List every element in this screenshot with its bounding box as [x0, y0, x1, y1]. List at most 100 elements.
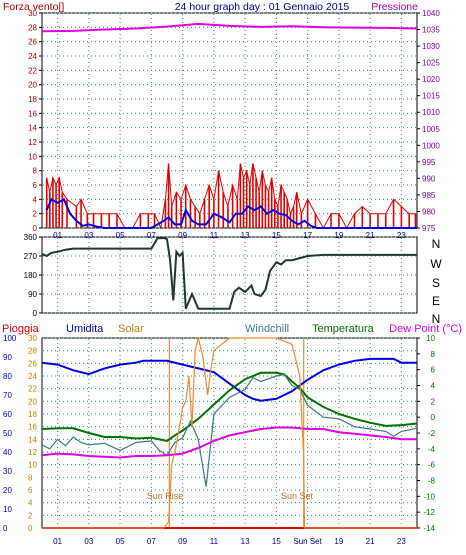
x-tick-panel3: 23: [397, 537, 406, 546]
y-tick-dewpoint: 6: [431, 366, 436, 375]
x-tick-panel1: 03: [84, 231, 93, 240]
y-tick-dewpoint: -8: [428, 477, 436, 486]
y-tick-wind: 6: [33, 181, 38, 190]
y-tick-wind: 0: [33, 224, 38, 233]
y-tick-dewpoint: 8: [431, 350, 436, 359]
y-tick-wind: 14: [28, 124, 37, 133]
y-tick-humidity: 70: [3, 391, 12, 400]
y-tick-rain: 6: [28, 486, 33, 495]
y-tick-pressure: 985: [422, 191, 436, 200]
x-tick-panel1: 09: [178, 231, 187, 240]
y-tick-humidity: 0: [3, 524, 8, 533]
y-tick-rain: 22: [28, 385, 37, 394]
x-tick-panel3: 03: [84, 537, 93, 546]
axes: 0246810121416182022242628309759809859909…: [3, 9, 440, 546]
y-tick-direction: 180: [24, 271, 38, 280]
y-tick-rain: 8: [28, 473, 33, 482]
sunrise-label: Sun Rise: [147, 491, 184, 501]
y-tick-pressure: 1030: [422, 42, 440, 51]
x-tick-panel3: 09: [178, 537, 187, 546]
y-tick-pressure: 980: [422, 207, 436, 216]
pressure-title: Pressione: [371, 1, 418, 13]
compass-w: W: [430, 257, 442, 271]
y-tick-pressure: 1025: [422, 59, 440, 68]
x-tick-panel3: 21: [366, 537, 375, 546]
y-tick-pressure: 1005: [422, 125, 440, 134]
pressure-line: [41, 22, 418, 33]
series: [41, 22, 418, 529]
x-tick-panel1: 17: [303, 231, 312, 240]
y-tick-dewpoint: 0: [431, 413, 436, 422]
y-tick-pressure: 1035: [422, 26, 440, 35]
x-tick-panel3: 01: [53, 537, 62, 546]
y-tick-humidity: 30: [3, 467, 12, 476]
legend-dewpoint: Dew Point (°C): [389, 323, 462, 335]
y-tick-pressure: 1020: [422, 75, 440, 84]
y-tick-pressure: 995: [422, 158, 436, 167]
y-tick-pressure: 1010: [422, 108, 440, 117]
y-tick-dewpoint: -10: [423, 492, 435, 501]
x-tick-panel3: 15: [272, 537, 281, 546]
x-tick-panel3: Sun Set: [293, 537, 322, 546]
y-tick-dewpoint: -2: [428, 429, 436, 438]
temperatura-line: [41, 371, 418, 442]
panel-temperature: [41, 337, 418, 529]
chart-date-title: 24 hour graph day : 01 Gennaio 2015: [175, 1, 350, 13]
x-tick-panel1: 19: [334, 231, 343, 240]
y-tick-humidity: 60: [3, 410, 12, 419]
y-tick-rain: 4: [28, 499, 33, 508]
y-tick-humidity: 100: [3, 334, 17, 343]
y-tick-wind: 26: [28, 38, 37, 47]
y-tick-rain: 10: [28, 461, 37, 470]
x-tick-panel1: 23: [397, 231, 406, 240]
legend-windchill: Windchill: [245, 323, 289, 335]
wind-title: Forza vento[]: [3, 1, 64, 13]
x-tick-panel1: 15: [272, 231, 281, 240]
y-tick-rain: 14: [28, 435, 37, 444]
umidita-line: [41, 357, 417, 402]
y-tick-rain: 2: [28, 511, 33, 520]
y-tick-dewpoint: -12: [423, 508, 435, 517]
y-tick-pressure: 1000: [422, 141, 440, 150]
y-tick-wind: 10: [28, 152, 37, 161]
y-tick-dewpoint: 4: [431, 382, 436, 391]
legend-temperatura: Temperatura: [312, 323, 375, 335]
y-tick-rain: 16: [28, 423, 37, 432]
y-tick-humidity: 50: [3, 429, 12, 438]
wind-direction-line: [41, 237, 417, 310]
y-tick-humidity: 40: [3, 448, 12, 457]
y-tick-dewpoint: -14: [423, 524, 435, 533]
y-tick-rain: 20: [28, 397, 37, 406]
y-tick-pressure: 990: [422, 174, 436, 183]
y-tick-wind: 24: [28, 52, 37, 61]
x-tick-panel3: 05: [116, 537, 125, 546]
panel-wind-pressure: [41, 12, 418, 229]
compass-n-bottom: N: [432, 312, 441, 326]
y-tick-dewpoint: 2: [431, 397, 436, 406]
legend-solar: Solar: [118, 323, 144, 335]
y-tick-pressure: 1015: [422, 92, 440, 101]
solar-line: [42, 337, 417, 529]
y-tick-humidity: 80: [3, 372, 12, 381]
y-tick-wind: 16: [28, 109, 37, 118]
x-tick-panel3: 07: [147, 537, 156, 546]
x-tick-panel1: 21: [366, 231, 375, 240]
y-tick-dewpoint: 10: [426, 334, 435, 343]
y-tick-dewpoint: -4: [428, 445, 436, 454]
y-tick-wind: 4: [33, 195, 38, 204]
y-tick-wind: 2: [33, 210, 38, 219]
dew-point-c-line: [41, 426, 417, 459]
y-tick-humidity: 20: [3, 486, 12, 495]
y-tick-wind: 20: [28, 81, 37, 90]
y-tick-wind: 18: [28, 95, 37, 104]
compass-e: E: [432, 294, 440, 308]
windchill-line: [41, 373, 418, 487]
y-tick-humidity: 10: [3, 505, 12, 514]
compass-s: S: [432, 276, 440, 290]
wind-speed-line: [45, 197, 417, 229]
grid: [43, 12, 416, 529]
y-tick-rain: 28: [28, 347, 37, 356]
y-tick-wind: 8: [33, 167, 38, 176]
legend-pioggia: Pioggia: [2, 323, 40, 335]
